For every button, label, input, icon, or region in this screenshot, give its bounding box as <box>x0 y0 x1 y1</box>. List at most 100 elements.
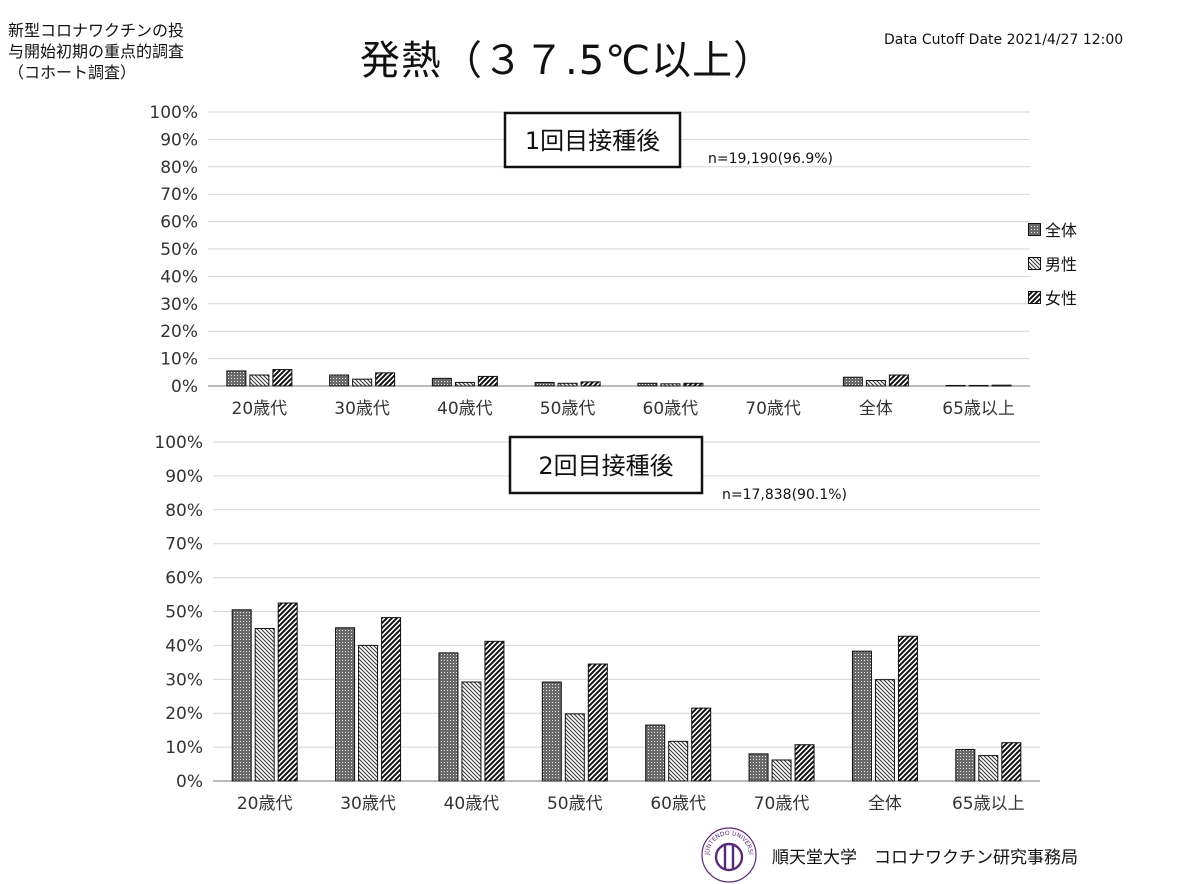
legend-item-male: 男性 <box>1028 246 1077 280</box>
bar-female-6 <box>888 374 909 387</box>
bar-male-6 <box>874 679 895 782</box>
page-title: 発熱（３７.5℃以上） <box>360 38 775 84</box>
bar-all-3 <box>541 681 562 782</box>
bar-female-2 <box>477 375 498 387</box>
x-category-label: 40歳代 <box>437 399 493 419</box>
bar-female-4 <box>691 707 712 782</box>
x-category-label: 50歳代 <box>547 794 603 814</box>
footer: JUNTENDO UNIVERSITY 順天堂大学 コロナワクチン研究事務局 <box>700 826 1078 884</box>
x-category-label: 50歳代 <box>540 399 596 419</box>
bar-all-6 <box>851 650 872 782</box>
bar-female-6 <box>897 635 918 782</box>
bar-male-3 <box>557 382 578 387</box>
bar-all-7 <box>955 748 976 782</box>
y-tick-label: 0% <box>171 377 198 397</box>
bar-all-6 <box>842 376 863 387</box>
y-tick-label: 70% <box>160 185 198 205</box>
legend: 全体 男性 女性 <box>1028 212 1077 314</box>
y-tick-label: 70% <box>165 535 203 555</box>
bar-all-0 <box>226 370 247 387</box>
bar-all-1 <box>335 627 356 782</box>
y-tick-label: 90% <box>160 130 198 150</box>
bar-male-3 <box>564 713 585 782</box>
y-tick-label: 40% <box>165 636 203 656</box>
x-category-label: 30歳代 <box>340 794 396 814</box>
bar-male-1 <box>358 644 379 782</box>
bar-male-2 <box>461 681 482 782</box>
bar-all-3 <box>534 381 555 387</box>
x-category-label: 全体 <box>859 399 893 419</box>
y-tick-label: 10% <box>160 350 198 370</box>
y-tick-label: 80% <box>160 158 198 178</box>
bar-all-2 <box>431 377 452 387</box>
x-category-label: 60歳代 <box>643 399 699 419</box>
bar-male-6 <box>865 380 886 387</box>
y-tick-label: 50% <box>165 603 203 623</box>
legend-item-all: 全体 <box>1028 212 1077 246</box>
legend-item-female: 女性 <box>1028 280 1077 314</box>
legend-swatch-female <box>1028 290 1041 304</box>
x-category-label: 20歳代 <box>237 794 293 814</box>
bar-female-4 <box>683 382 704 387</box>
y-tick-label: 80% <box>165 501 203 521</box>
y-tick-label: 50% <box>160 240 198 260</box>
y-tick-label: 20% <box>165 704 203 724</box>
university-logo: JUNTENDO UNIVERSITY <box>700 826 758 884</box>
legend-label-all: 全体 <box>1045 221 1078 240</box>
chart-title: 2回目接種後 <box>538 452 673 480</box>
bar-all-7 <box>945 384 966 387</box>
bar-female-7 <box>991 384 1012 387</box>
y-tick-label: 0% <box>176 772 203 792</box>
bar-all-4 <box>637 382 658 387</box>
bar-male-1 <box>352 378 373 387</box>
y-tick-label: 40% <box>160 267 198 287</box>
legend-swatch-all <box>1028 222 1041 236</box>
chart-title: 1回目接種後 <box>525 127 660 155</box>
chart-first-dose: 0% 10% 20% 30% 40% 50% 60% 70% 80% 90% 100% 20歳代 30歳… <box>149 103 1030 419</box>
legend-label-male: 男性 <box>1045 255 1078 274</box>
bar-all-5 <box>748 753 769 782</box>
legend-swatch-male <box>1028 256 1041 270</box>
bar-female-1 <box>375 372 396 387</box>
x-category-label: 全体 <box>868 794 902 814</box>
bar-female-5 <box>794 744 815 782</box>
chart-second-dose: 0% 10% 20% 30% 40% 50% 60% 70% 80% 90% 100% 20歳代 30歳… <box>154 433 1040 814</box>
bar-female-7 <box>1001 742 1022 782</box>
bar-female-1 <box>381 617 402 782</box>
survey-title: 新型コロナワクチンの投 与開始初期の重点的調査 （コホート調査） <box>8 20 248 83</box>
bar-male-7 <box>978 755 999 782</box>
bar-male-4 <box>668 740 689 782</box>
y-tick-label: 30% <box>165 670 203 690</box>
bar-all-1 <box>329 374 350 387</box>
bar-male-0 <box>249 374 270 387</box>
y-tick-label: 30% <box>160 295 198 315</box>
data-cutoff-date: Data Cutoff Date 2021/4/27 12:00 <box>884 32 1124 48</box>
y-tick-label: 100% <box>154 433 203 453</box>
y-tick-label: 60% <box>165 569 203 589</box>
x-category-label: 65歳以上 <box>942 399 1015 419</box>
bar-all-4 <box>645 724 666 782</box>
institution-name: 順天堂大学 コロナワクチン研究事務局 <box>772 847 1078 868</box>
bar-male-2 <box>454 381 475 387</box>
bar-female-2 <box>484 640 505 782</box>
sample-size-annotation: n=19,190(96.9%) <box>708 151 833 167</box>
chart-title-box <box>508 435 704 495</box>
bar-all-2 <box>438 652 459 782</box>
y-tick-label: 20% <box>160 322 198 342</box>
x-category-label: 70歳代 <box>745 399 801 419</box>
y-tick-label: 10% <box>165 738 203 758</box>
bar-female-3 <box>587 663 608 782</box>
y-tick-label: 100% <box>149 103 198 123</box>
x-category-label: 40歳代 <box>444 794 500 814</box>
survey-title-line-2: 与開始初期の重点的調査 <box>8 42 185 61</box>
x-category-label: 70歳代 <box>754 794 810 814</box>
survey-title-line-1: 新型コロナワクチンの投 <box>8 21 185 40</box>
legend-label-female: 女性 <box>1045 289 1078 308</box>
bar-male-5 <box>771 759 792 782</box>
sample-size-annotation: n=17,838(90.1%) <box>722 487 847 503</box>
x-category-label: 30歳代 <box>334 399 390 419</box>
bar-female-0 <box>277 602 298 782</box>
x-category-label: 20歳代 <box>232 399 288 419</box>
bar-male-0 <box>254 627 275 782</box>
bar-all-0 <box>231 609 252 782</box>
